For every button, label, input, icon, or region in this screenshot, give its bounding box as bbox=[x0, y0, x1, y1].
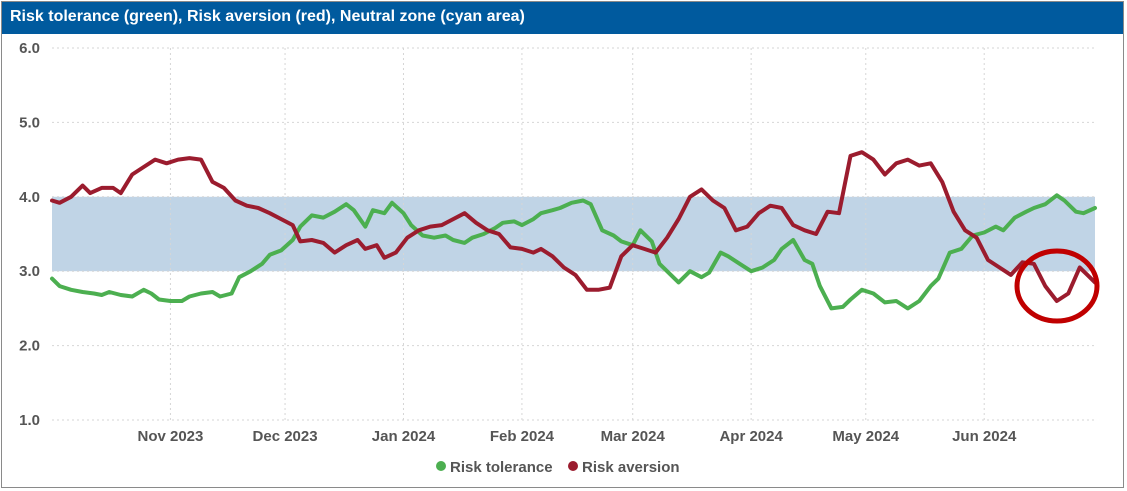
x-tick-label: Nov 2023 bbox=[137, 428, 203, 445]
x-tick-label: May 2024 bbox=[832, 428, 899, 445]
chart-header: Risk tolerance (green), Risk aversion (r… bbox=[2, 2, 1123, 34]
legend-risk-tolerance-label: Risk tolerance bbox=[450, 459, 553, 476]
risk-tolerance-line bbox=[50, 193, 1097, 311]
x-tick-label: Jun 2024 bbox=[952, 428, 1017, 445]
legend-risk-tolerance-marker bbox=[436, 461, 446, 471]
y-tick-label: 3.0 bbox=[19, 263, 40, 280]
x-tick-label: Mar 2024 bbox=[601, 428, 666, 445]
x-tick-label: Apr 2024 bbox=[719, 428, 783, 445]
legend-risk-aversion-label: Risk aversion bbox=[582, 459, 680, 476]
x-tick-label: Dec 2023 bbox=[253, 428, 318, 445]
highlight-circle bbox=[1014, 248, 1100, 324]
y-tick-label: 5.0 bbox=[19, 114, 40, 131]
chart-title: Risk tolerance (green), Risk aversion (r… bbox=[10, 8, 525, 25]
y-tick-label: 6.0 bbox=[19, 40, 40, 57]
y-tick-label: 4.0 bbox=[19, 189, 40, 206]
neutral-zone-band bbox=[52, 196, 1095, 272]
risk-aversion-line bbox=[50, 150, 1097, 303]
x-tick-label: Jan 2024 bbox=[372, 428, 436, 445]
x-tick-label: Feb 2024 bbox=[490, 428, 555, 445]
y-tick-label: 2.0 bbox=[19, 338, 40, 355]
y-tick-label: 1.0 bbox=[19, 412, 40, 429]
legend-risk-aversion-marker bbox=[568, 461, 578, 471]
